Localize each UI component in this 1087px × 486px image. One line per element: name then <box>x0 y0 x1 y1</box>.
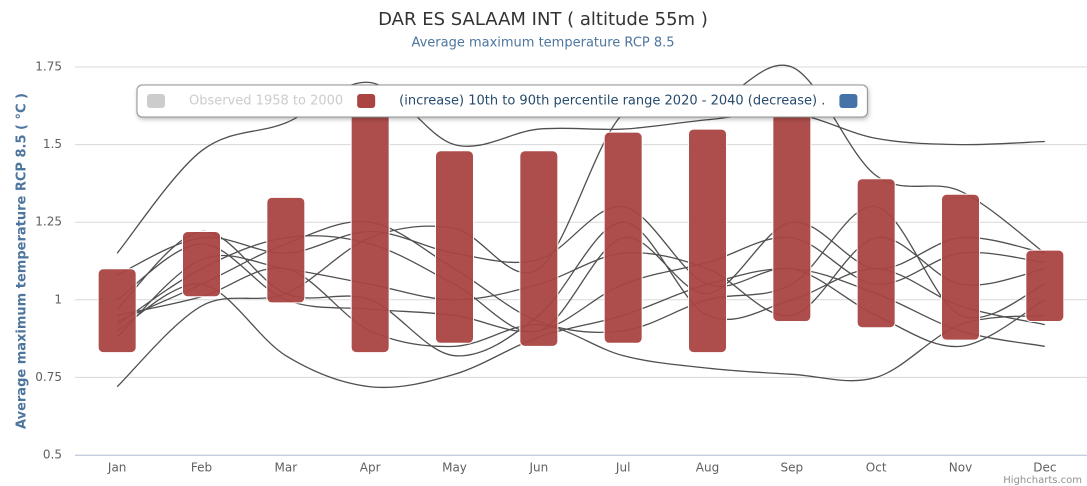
credits: Highcharts.com <box>1003 475 1082 486</box>
x-tick-label: Jun <box>528 461 548 475</box>
legend-box <box>136 84 868 118</box>
range-bar <box>350 94 390 354</box>
y-tick-label: 1.25 <box>35 215 62 229</box>
legend-symbol <box>147 94 165 108</box>
model-line <box>116 236 1045 338</box>
y-tick-label: 0.75 <box>35 370 62 384</box>
range-bar <box>435 150 474 344</box>
x-tick-label: May <box>442 461 467 475</box>
x-tick-label: Dec <box>1033 461 1056 475</box>
x-tick-label: Jan <box>107 461 127 475</box>
range-bar <box>97 268 137 354</box>
range-bar <box>1025 249 1065 323</box>
x-tick-label: Nov <box>949 461 972 475</box>
range-bar <box>772 103 812 323</box>
model-line <box>116 267 1045 389</box>
legend-symbol <box>357 94 376 108</box>
legend-label: Observed 1958 to 2000 <box>189 94 343 109</box>
chart-title: DAR ES SALAAM INT ( altitude 55m ) <box>378 9 708 30</box>
x-tick-label: Apr <box>360 461 381 475</box>
model-line <box>116 206 1046 334</box>
y-tick-label: 0.5 <box>43 448 62 462</box>
y-tick-label: 1.5 <box>43 137 62 151</box>
legend: Observed 1958 to 2000 (increase) 10th to … <box>136 84 868 118</box>
x-tick-label: Aug <box>696 461 719 475</box>
range-bar <box>688 128 727 354</box>
x-tick-label: Mar <box>275 461 298 475</box>
chart-subtitle: Average maximum temperature RCP 8.5 <box>411 36 674 51</box>
x-tick-label: Jul <box>615 461 630 475</box>
range-bar <box>182 231 221 298</box>
x-tick-label: Sep <box>781 461 804 475</box>
model-line <box>116 81 1045 254</box>
range-bar <box>519 150 559 347</box>
legend-label: (increase) 10th to 90th percentile range… <box>399 94 825 109</box>
model-line <box>116 221 1045 357</box>
legend-symbol <box>839 94 858 108</box>
range-bar <box>603 131 643 344</box>
x-tick-label: Feb <box>191 461 212 475</box>
y-tick-label: 1 <box>54 292 62 306</box>
x-tick-label: Oct <box>866 461 887 475</box>
range-bar <box>266 196 306 304</box>
y-tick-label: 1.75 <box>35 60 62 74</box>
y-axis-title: Average maximum temperature RCP 8.5 ( °C… <box>15 93 30 429</box>
range-bar <box>856 178 896 329</box>
range-bar <box>941 193 980 341</box>
